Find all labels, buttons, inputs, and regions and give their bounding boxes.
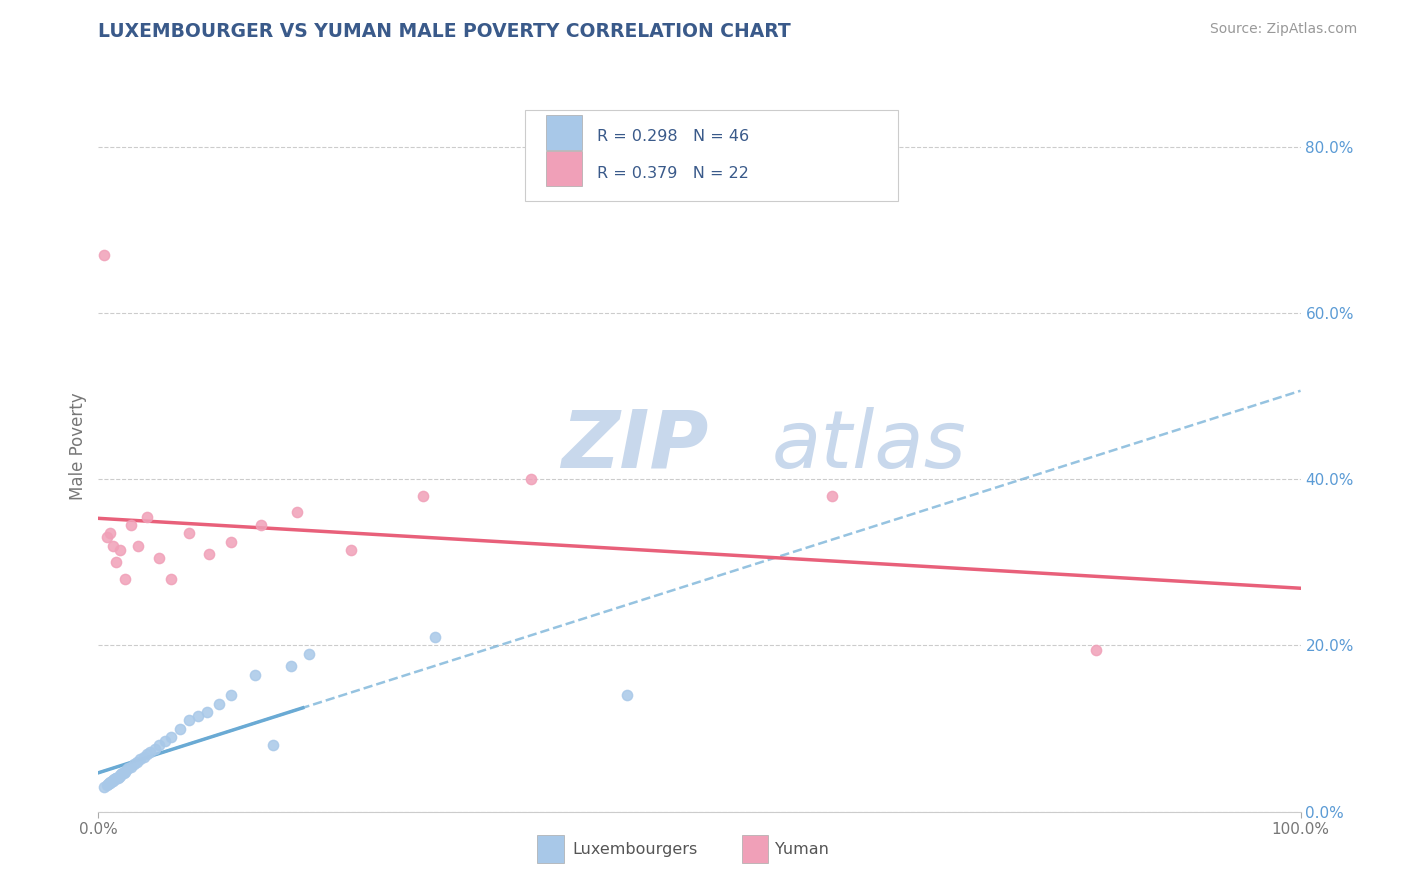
Point <box>96 530 118 544</box>
Point <box>105 555 128 569</box>
Point <box>104 772 127 787</box>
Point <box>616 689 638 703</box>
Point <box>100 774 122 789</box>
Point <box>112 765 135 780</box>
Point <box>120 518 142 533</box>
Point <box>219 534 242 549</box>
Point <box>117 762 139 776</box>
Point <box>115 763 138 777</box>
Point <box>177 714 200 728</box>
Point <box>111 766 134 780</box>
Point <box>153 734 176 748</box>
Point <box>139 745 162 759</box>
Point <box>108 770 131 784</box>
Point <box>423 630 446 644</box>
Point <box>298 647 321 661</box>
Point <box>101 773 124 788</box>
Point <box>1085 642 1108 657</box>
Text: LUXEMBOURGER VS YUMAN MALE POVERTY CORRELATION CHART: LUXEMBOURGER VS YUMAN MALE POVERTY CORRE… <box>98 22 792 41</box>
Point <box>821 489 844 503</box>
Point <box>285 506 308 520</box>
Point <box>101 774 124 789</box>
Text: R = 0.298   N = 46: R = 0.298 N = 46 <box>598 129 749 145</box>
Point <box>159 572 181 586</box>
Point <box>520 472 543 486</box>
Point <box>105 772 128 786</box>
Point <box>412 489 434 503</box>
Point <box>243 667 266 681</box>
Point <box>262 738 284 752</box>
Text: atlas: atlas <box>772 407 966 485</box>
FancyBboxPatch shape <box>546 152 582 186</box>
Point <box>108 542 131 557</box>
Point <box>100 775 122 789</box>
Point <box>103 772 125 787</box>
Point <box>195 705 218 719</box>
Point <box>280 659 302 673</box>
Point <box>159 730 181 744</box>
Point <box>177 526 200 541</box>
Point <box>249 518 271 533</box>
Point <box>107 771 129 785</box>
Point <box>187 709 209 723</box>
Point <box>148 551 170 566</box>
FancyBboxPatch shape <box>741 835 768 863</box>
Point <box>93 780 115 794</box>
Text: Luxembourgers: Luxembourgers <box>572 842 697 857</box>
Point <box>110 767 132 781</box>
Y-axis label: Male Poverty: Male Poverty <box>69 392 87 500</box>
Text: ZIP: ZIP <box>561 407 709 485</box>
FancyBboxPatch shape <box>537 835 564 863</box>
Point <box>219 689 242 703</box>
Point <box>208 697 231 711</box>
Point <box>135 747 157 762</box>
Point <box>125 755 148 769</box>
Point <box>108 768 131 782</box>
Point <box>340 542 363 557</box>
FancyBboxPatch shape <box>526 110 898 201</box>
Point <box>169 722 191 736</box>
Point <box>127 539 149 553</box>
Point <box>198 547 221 561</box>
Point <box>124 757 146 772</box>
Point <box>101 539 124 553</box>
Text: R = 0.379   N = 22: R = 0.379 N = 22 <box>598 166 749 181</box>
Text: Source: ZipAtlas.com: Source: ZipAtlas.com <box>1209 22 1357 37</box>
Point <box>114 572 136 586</box>
Point <box>100 526 122 541</box>
Point <box>97 777 120 791</box>
Point <box>148 738 170 752</box>
Point <box>143 741 166 756</box>
Point <box>100 774 122 789</box>
Point <box>135 509 157 524</box>
Text: Yuman: Yuman <box>775 842 830 857</box>
Point <box>114 764 136 779</box>
Point <box>98 776 121 790</box>
Point <box>96 778 118 792</box>
Point <box>93 248 115 262</box>
FancyBboxPatch shape <box>546 115 582 150</box>
Point <box>129 752 152 766</box>
Point <box>120 760 142 774</box>
Point <box>108 769 131 783</box>
Point <box>132 749 155 764</box>
Point <box>105 772 128 786</box>
